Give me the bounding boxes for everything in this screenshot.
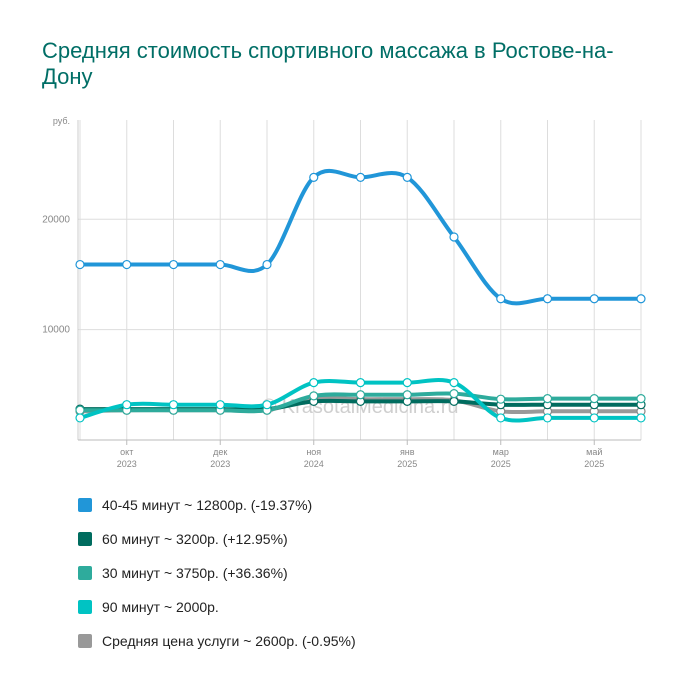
data-point: [122, 259, 132, 270]
x-tick-label-month: дек: [213, 447, 227, 457]
y-unit-label: руб.: [53, 116, 70, 126]
legend-swatch: [78, 498, 92, 512]
legend-item[interactable]: 90 минут ~ 2000р.: [78, 590, 356, 624]
series-points: [75, 172, 646, 423]
data-point: [262, 259, 272, 270]
legend-label: Средняя цена услуги ~ 2600р. (-0.95%): [102, 633, 356, 649]
legend-item[interactable]: 40-45 минут ~ 12800р. (-19.37%): [78, 488, 356, 522]
data-point: [542, 413, 553, 423]
data-point: [215, 400, 225, 410]
data-point: [449, 232, 459, 242]
legend-swatch: [78, 566, 92, 580]
data-point: [168, 259, 179, 270]
legend-swatch: [78, 634, 92, 648]
x-tick-label-month: окт: [120, 447, 133, 457]
data-point: [355, 172, 366, 182]
x-tick-label-month: ноя: [306, 447, 321, 457]
data-point: [75, 405, 85, 415]
data-point: [355, 378, 366, 388]
chart-title: Средняя стоимость спортивного массажа в …: [42, 38, 614, 89]
data-point: [309, 172, 319, 182]
legend-label: 90 минут ~ 2000р.: [102, 599, 219, 615]
x-tick-label-year: 2025: [584, 459, 604, 469]
x-tick-label-year: 2025: [491, 459, 511, 469]
data-point: [75, 259, 85, 270]
data-point: [75, 413, 85, 423]
data-point: [542, 294, 553, 304]
data-point: [636, 413, 646, 423]
y-tick-label: 20000: [42, 214, 70, 225]
legend-item[interactable]: 30 минут ~ 3750р. (+36.36%): [78, 556, 356, 590]
x-tick-label-year: 2024: [304, 459, 324, 469]
data-point: [402, 378, 412, 388]
x-tick-label-year: 2023: [117, 459, 137, 469]
x-tick-label-month: мар: [493, 447, 509, 457]
data-point: [262, 400, 272, 410]
legend-label: 30 минут ~ 3750р. (+36.36%): [102, 565, 288, 581]
data-point: [402, 172, 412, 182]
data-point: [589, 413, 599, 423]
x-tick-label-month: май: [586, 447, 602, 457]
data-point: [449, 378, 459, 388]
data-point: [449, 389, 459, 399]
legend-item[interactable]: 60 минут ~ 3200р. (+12.95%): [78, 522, 356, 556]
data-point: [542, 394, 553, 404]
legend-item[interactable]: Средняя цена услуги ~ 2600р. (-0.95%): [78, 624, 356, 658]
data-point: [589, 394, 599, 404]
x-tick-label-year: 2023: [210, 459, 230, 469]
legend-swatch: [78, 532, 92, 546]
data-point: [589, 294, 599, 304]
legend-label: 60 минут ~ 3200р. (+12.95%): [102, 531, 288, 547]
data-point: [496, 413, 506, 423]
data-point: [215, 259, 225, 270]
data-point: [402, 390, 412, 400]
x-tick-label-year: 2025: [397, 459, 417, 469]
legend-label: 40-45 минут ~ 12800р. (-19.37%): [102, 497, 313, 513]
data-point: [309, 391, 319, 401]
data-point: [449, 396, 459, 406]
data-point: [496, 394, 506, 404]
data-point: [309, 378, 319, 388]
legend-swatch: [78, 600, 92, 614]
data-point: [496, 294, 506, 304]
y-tick-label: 10000: [42, 325, 70, 336]
data-point: [636, 394, 646, 404]
data-point: [355, 390, 366, 400]
data-point: [636, 294, 646, 304]
data-point: [168, 400, 179, 410]
legend: 40-45 минут ~ 12800р. (-19.37%) 60 минут …: [78, 488, 356, 658]
axes: руб. 10000 20000 окт 2023 дек 2023 ноя 2024 янв 20…: [42, 116, 641, 469]
data-point: [122, 400, 132, 410]
x-tick-label-month: янв: [400, 447, 415, 457]
